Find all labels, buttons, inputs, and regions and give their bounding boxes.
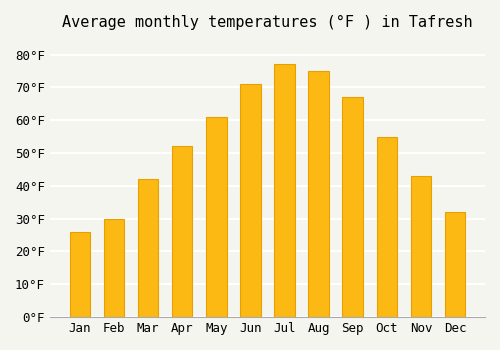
Bar bbox=[172, 146, 193, 317]
Bar bbox=[342, 97, 363, 317]
Bar bbox=[274, 64, 294, 317]
Title: Average monthly temperatures (°F ) in Tafresh: Average monthly temperatures (°F ) in Ta… bbox=[62, 15, 472, 30]
Bar bbox=[410, 176, 431, 317]
Bar bbox=[376, 136, 397, 317]
Bar bbox=[206, 117, 227, 317]
Bar bbox=[104, 219, 124, 317]
Bar bbox=[240, 84, 260, 317]
Bar bbox=[70, 232, 90, 317]
Bar bbox=[308, 71, 329, 317]
Bar bbox=[445, 212, 465, 317]
Bar bbox=[138, 179, 158, 317]
